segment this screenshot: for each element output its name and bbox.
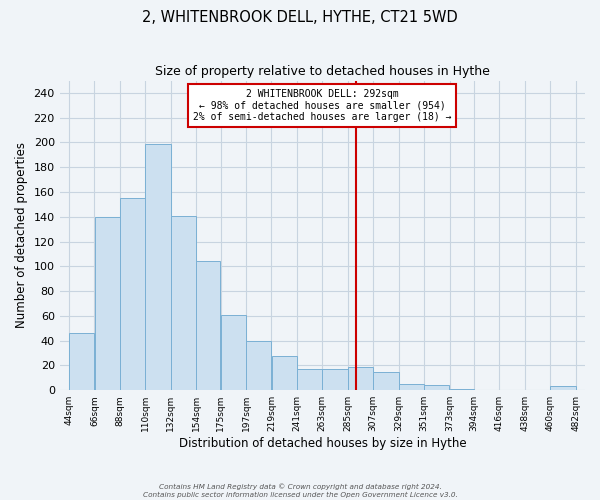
Bar bbox=[450, 389, 474, 390]
Text: 2, WHITENBROOK DELL, HYTHE, CT21 5WD: 2, WHITENBROOK DELL, HYTHE, CT21 5WD bbox=[142, 10, 458, 25]
Bar bbox=[272, 356, 297, 390]
Bar bbox=[95, 217, 120, 390]
X-axis label: Distribution of detached houses by size in Hythe: Distribution of detached houses by size … bbox=[179, 437, 466, 450]
Bar bbox=[424, 386, 449, 390]
Text: 2 WHITENBROOK DELL: 292sqm
← 98% of detached houses are smaller (954)
2% of semi: 2 WHITENBROOK DELL: 292sqm ← 98% of deta… bbox=[193, 89, 452, 122]
Bar bbox=[550, 386, 575, 390]
Bar bbox=[297, 369, 322, 390]
Bar bbox=[373, 372, 398, 390]
Text: Contains HM Land Registry data © Crown copyright and database right 2024.
Contai: Contains HM Land Registry data © Crown c… bbox=[143, 484, 457, 498]
Y-axis label: Number of detached properties: Number of detached properties bbox=[15, 142, 28, 328]
Bar bbox=[120, 198, 145, 390]
Bar bbox=[196, 262, 220, 390]
Bar bbox=[221, 314, 246, 390]
Bar bbox=[171, 216, 196, 390]
Bar bbox=[69, 333, 94, 390]
Bar bbox=[399, 384, 424, 390]
Bar bbox=[246, 340, 271, 390]
Bar bbox=[145, 144, 170, 390]
Bar bbox=[348, 366, 373, 390]
Bar bbox=[322, 369, 347, 390]
Title: Size of property relative to detached houses in Hythe: Size of property relative to detached ho… bbox=[155, 65, 490, 78]
